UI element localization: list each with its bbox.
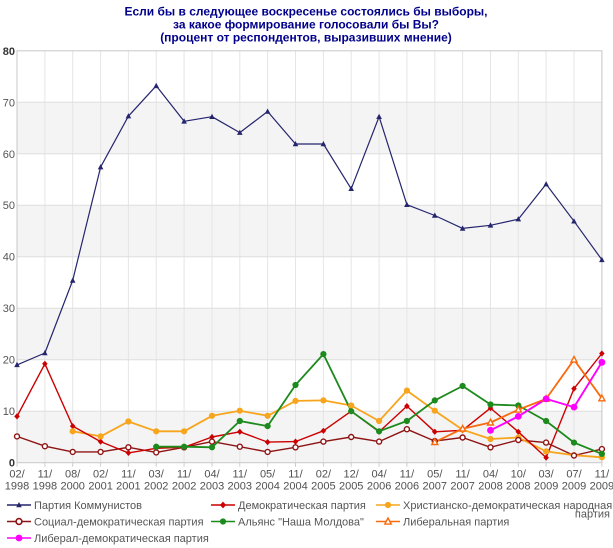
svg-text:2001: 2001 xyxy=(88,481,112,493)
svg-text:партия: партия xyxy=(575,509,610,521)
svg-text:04/: 04/ xyxy=(371,469,387,481)
svg-text:2001: 2001 xyxy=(116,481,140,493)
svg-text:11/: 11/ xyxy=(455,469,470,481)
svg-text:1998: 1998 xyxy=(33,481,57,493)
svg-text:Если бы в следующее воскресень: Если бы в следующее воскресенье состояли… xyxy=(125,5,488,19)
svg-text:2007: 2007 xyxy=(450,481,474,493)
svg-text:1998: 1998 xyxy=(5,481,29,493)
svg-text:2004: 2004 xyxy=(255,481,279,493)
svg-text:70: 70 xyxy=(3,97,15,109)
svg-text:12/: 12/ xyxy=(344,469,360,481)
svg-text:Партия Коммунистов: Партия Коммунистов xyxy=(34,500,142,512)
svg-text:60: 60 xyxy=(3,149,15,161)
svg-text:11/: 11/ xyxy=(177,469,192,481)
svg-text:80: 80 xyxy=(3,46,15,58)
svg-text:(процент от респондентов, выра: (процент от респондентов, выразивших мне… xyxy=(160,31,452,45)
svg-text:2002: 2002 xyxy=(172,481,196,493)
svg-text:05/: 05/ xyxy=(260,469,276,481)
svg-text:11/: 11/ xyxy=(121,469,136,481)
svg-text:2007: 2007 xyxy=(423,481,447,493)
svg-text:03/: 03/ xyxy=(538,469,554,481)
svg-text:Альянс "Наша Молдова": Альянс "Наша Молдова" xyxy=(238,517,364,529)
svg-text:2006: 2006 xyxy=(367,481,391,493)
svg-text:11/: 11/ xyxy=(400,469,415,481)
svg-text:2006: 2006 xyxy=(395,481,419,493)
svg-text:2004: 2004 xyxy=(283,481,307,493)
svg-text:2009: 2009 xyxy=(562,481,586,493)
svg-text:2005: 2005 xyxy=(311,481,335,493)
svg-text:40: 40 xyxy=(3,252,15,264)
svg-text:11/: 11/ xyxy=(288,469,303,481)
svg-text:02/: 02/ xyxy=(9,469,25,481)
svg-text:Христианско-демократическая на: Христианско-демократическая народная xyxy=(403,500,612,512)
svg-text:за какое формирование голосова: за какое формирование голосовали бы Вы? xyxy=(173,18,439,32)
svg-text:02/: 02/ xyxy=(316,469,332,481)
svg-text:Демократическая партия: Демократическая партия xyxy=(238,500,366,512)
svg-text:Либеральная партия: Либеральная партия xyxy=(403,517,509,529)
svg-text:30: 30 xyxy=(3,303,15,315)
svg-text:2008: 2008 xyxy=(506,481,530,493)
svg-text:10/: 10/ xyxy=(511,469,527,481)
svg-text:08/: 08/ xyxy=(65,469,81,481)
svg-text:Социал-демократическая партия: Социал-демократическая партия xyxy=(34,517,204,529)
svg-text:03/: 03/ xyxy=(149,469,165,481)
svg-text:11/: 11/ xyxy=(38,469,53,481)
svg-text:Либерал-демократическая партия: Либерал-демократическая партия xyxy=(34,533,209,545)
svg-text:04/: 04/ xyxy=(204,469,220,481)
svg-text:2009: 2009 xyxy=(534,481,558,493)
svg-text:07/: 07/ xyxy=(566,469,582,481)
svg-text:0: 0 xyxy=(9,458,15,470)
svg-text:20: 20 xyxy=(3,355,15,367)
svg-text:05/: 05/ xyxy=(427,469,443,481)
svg-text:10: 10 xyxy=(3,406,15,418)
svg-text:2003: 2003 xyxy=(200,481,224,493)
svg-text:2005: 2005 xyxy=(339,481,363,493)
svg-text:2000: 2000 xyxy=(60,481,84,493)
svg-text:2008: 2008 xyxy=(478,481,502,493)
svg-text:2002: 2002 xyxy=(144,481,168,493)
svg-text:11/: 11/ xyxy=(233,469,248,481)
svg-text:2003: 2003 xyxy=(228,481,252,493)
svg-text:02/: 02/ xyxy=(93,469,109,481)
svg-text:04/: 04/ xyxy=(483,469,499,481)
svg-text:2009: 2009 xyxy=(590,481,613,493)
svg-text:50: 50 xyxy=(3,200,15,212)
svg-text:11/: 11/ xyxy=(595,469,610,481)
